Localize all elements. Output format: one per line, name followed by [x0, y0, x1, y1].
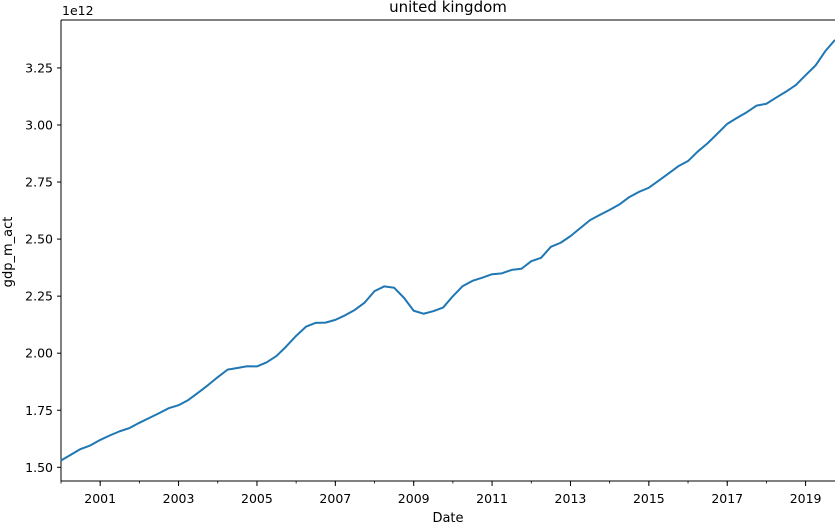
y-tick-label: 2.75 — [25, 175, 53, 190]
x-tick-label: 2011 — [476, 491, 508, 506]
x-tick-label: 2015 — [633, 491, 665, 506]
y-tick-label: 2.50 — [25, 232, 53, 247]
y-axis-title: gdp_m_act — [1, 217, 16, 288]
y-tick-label: 3.25 — [25, 60, 53, 75]
y-tick-label: 1.75 — [25, 403, 53, 418]
x-tick-label: 2013 — [555, 491, 587, 506]
x-tick-label: 2005 — [241, 491, 273, 506]
x-tick-label: 2003 — [163, 491, 195, 506]
x-axis-title: Date — [432, 511, 463, 525]
x-tick-label: 2001 — [84, 491, 116, 506]
x-tick-label: 2019 — [790, 491, 822, 506]
series-line — [60, 39, 835, 462]
chart-title: united kingdom — [389, 0, 507, 16]
y-tick-label: 1.50 — [25, 460, 53, 475]
x-tick-label: 2017 — [711, 491, 743, 506]
y-tick-label: 2.00 — [25, 346, 53, 361]
y-tick-label: 3.00 — [25, 117, 53, 132]
y-tick-label: 2.25 — [25, 289, 53, 304]
y-offset-label: 1e12 — [62, 3, 94, 18]
x-tick-label: 2009 — [398, 491, 430, 506]
plot-area: 1.50 1.75 2.00 2.25 2.50 2.75 3.00 3.25 2001 2003… — [25, 19, 835, 506]
x-tick-label: 2007 — [319, 491, 351, 506]
